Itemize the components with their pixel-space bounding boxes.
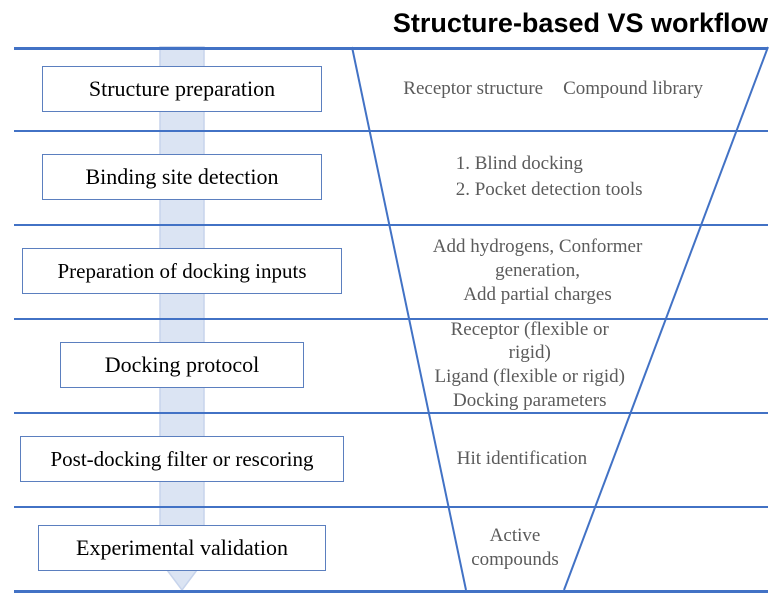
diagram-title: Structure-based VS workflow <box>393 8 768 39</box>
stage-box-5: Experimental validation <box>38 525 326 571</box>
stage-label: Binding site detection <box>85 164 278 190</box>
stage-detail-item: Add partial charges <box>409 283 666 307</box>
stage-label: Experimental validation <box>76 535 288 561</box>
stage-detail-item: Receptor (flexible or rigid) <box>429 318 631 366</box>
hrule-6 <box>14 590 768 593</box>
stage-detail-3: Receptor (flexible or rigid)Ligand (flex… <box>429 322 631 408</box>
stage-detail-item: Docking parameters <box>429 389 631 413</box>
stage-detail-4: Hit identification <box>448 416 595 502</box>
stage-detail-item: Hit identification <box>457 447 587 471</box>
hrule-0 <box>14 47 768 50</box>
stage-label: Docking protocol <box>105 352 260 378</box>
hrule-3 <box>14 318 768 320</box>
stage-detail-item: Pocket detection tools <box>475 177 643 203</box>
stage-detail-item: Ligand (flexible or rigid) <box>429 365 631 389</box>
stage-detail-item: Receptor structure <box>403 78 543 100</box>
hrule-5 <box>14 506 768 508</box>
hrule-2 <box>14 224 768 226</box>
hrule-1 <box>14 130 768 132</box>
stage-detail-5: Active compounds <box>466 510 564 586</box>
stage-detail-item: Compound library <box>563 78 703 100</box>
stage-label: Structure preparation <box>89 76 275 102</box>
stage-detail-1: Blind dockingPocket detection tools <box>389 134 701 220</box>
stage-detail-0: Receptor structure Compound library <box>369 51 736 126</box>
stage-label: Preparation of docking inputs <box>57 259 306 284</box>
stage-detail-2: Add hydrogens, Conformer generation,Add … <box>409 228 666 314</box>
stage-box-1: Binding site detection <box>42 154 322 200</box>
hrule-4 <box>14 412 768 414</box>
stage-box-2: Preparation of docking inputs <box>22 248 342 294</box>
stage-box-3: Docking protocol <box>60 342 304 388</box>
stage-detail-item: Add hydrogens, Conformer generation, <box>409 235 666 283</box>
stage-box-4: Post-docking filter or rescoring <box>20 436 344 482</box>
stage-label: Post-docking filter or rescoring <box>50 447 313 472</box>
stage-detail-item: Blind docking <box>475 151 643 177</box>
stage-box-0: Structure preparation <box>42 66 322 112</box>
stage-detail-item: Active compounds <box>466 524 564 572</box>
